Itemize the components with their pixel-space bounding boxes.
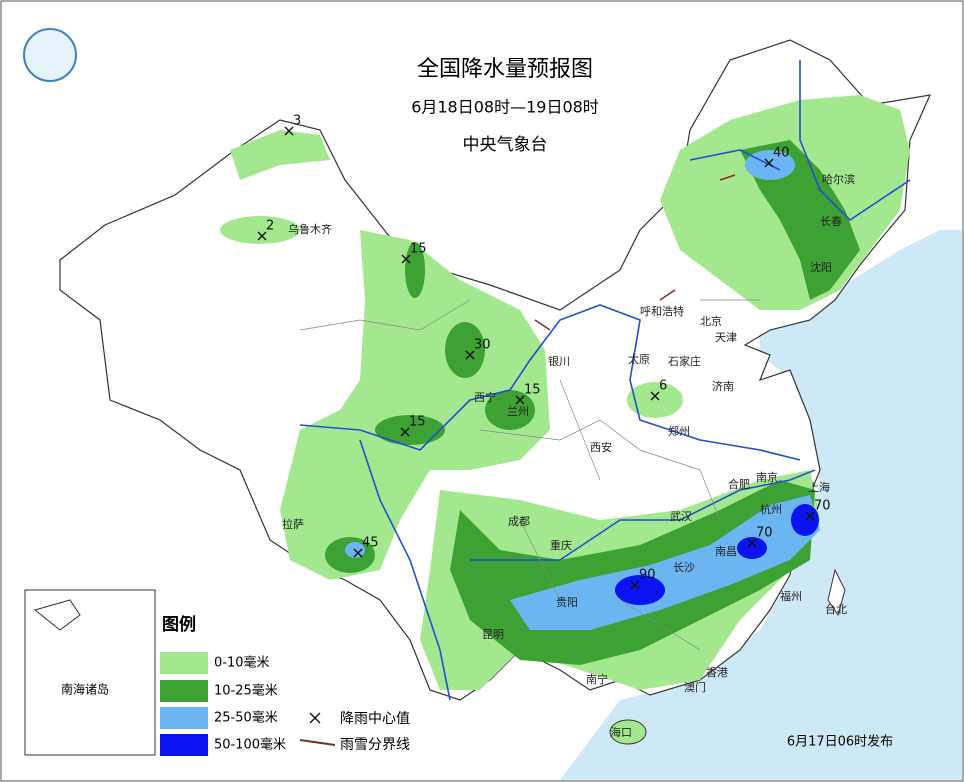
city-label: 成都 — [508, 515, 530, 528]
city-label: 上海 — [808, 480, 830, 494]
city-label: 澳门 — [684, 680, 706, 694]
city-label: 海口 — [610, 725, 632, 739]
rain-center-marker — [650, 391, 660, 401]
hainan — [609, 719, 647, 745]
issue-time: 6月17日06时发布 — [787, 734, 893, 750]
city-label: 哈尔滨 — [822, 172, 855, 186]
inset-label: 南海诸岛 — [61, 682, 109, 697]
logo — [23, 28, 77, 82]
rain-center-marker — [515, 395, 525, 405]
river — [359, 439, 816, 701]
rain-center-value: 90 — [639, 568, 656, 583]
city-label: 拉萨 — [282, 517, 304, 531]
city-label: 杭州 — [760, 502, 782, 516]
rain-center-value: 70 — [814, 499, 831, 514]
rain-center-marker — [764, 158, 774, 168]
city-label: 台北 — [825, 602, 847, 616]
legend-label: 0-10毫米 — [214, 655, 270, 671]
rain-center-marker — [257, 231, 267, 241]
river — [299, 304, 801, 461]
rain-center-value: 15 — [409, 415, 426, 430]
snow-line — [534, 174, 736, 331]
rain-center-marker — [284, 126, 294, 136]
legend-symbol — [309, 712, 321, 724]
city-label: 太原 — [628, 353, 650, 366]
taiwan — [827, 568, 846, 617]
snow-line-sample — [299, 739, 336, 746]
legend-label: 25-50毫米 — [214, 710, 278, 726]
issuer: 中央气象台 — [463, 135, 548, 155]
city-label: 重庆 — [550, 538, 572, 552]
legend-swatch — [160, 680, 208, 702]
rain-center-value: 70 — [756, 526, 773, 541]
city-label: 武汉 — [670, 510, 692, 523]
province-border — [299, 299, 760, 651]
rain-center-marker — [465, 350, 475, 360]
title: 全国降水量预报图 — [417, 57, 593, 82]
rain-center-marker — [747, 538, 757, 548]
legend-label: 降雨中心值 — [340, 711, 410, 727]
city-label: 贵阳 — [556, 596, 578, 609]
city-label: 乌鲁木齐 — [288, 222, 332, 236]
city-label: 银川 — [548, 354, 570, 368]
rain-center-value: 15 — [524, 383, 541, 398]
city-label: 长沙 — [673, 561, 695, 574]
city-label: 福州 — [780, 589, 802, 603]
rain-center-marker — [401, 254, 411, 264]
city-label: 香港 — [706, 666, 728, 679]
city-label: 济南 — [712, 379, 734, 393]
legend-label: 50-100毫米 — [214, 737, 286, 753]
sea — [560, 230, 962, 780]
inset-coast — [33, 599, 81, 631]
rain-center-value: 6 — [659, 379, 667, 394]
period: 6月18日08时—19日08时 — [411, 98, 599, 117]
city-label: 长春 — [820, 215, 842, 228]
city-label: 西宁 — [474, 390, 496, 404]
rain-center-value: 30 — [474, 338, 491, 353]
rain-center-value: 3 — [293, 114, 301, 129]
city-label: 呼和浩特 — [640, 304, 684, 318]
rain-center-value: 40 — [773, 146, 790, 161]
rain-center-marker — [805, 511, 815, 521]
city-label: 西安 — [590, 440, 612, 454]
city-label: 南京 — [756, 470, 778, 484]
city-label: 北京 — [700, 314, 722, 328]
city-label: 南宁 — [586, 672, 608, 686]
rain-center-marker — [400, 427, 410, 437]
city-label: 合肥 — [728, 477, 750, 491]
legend-swatch — [160, 734, 208, 756]
legend-title: 图例 — [162, 614, 196, 635]
city-label: 沈阳 — [810, 260, 832, 274]
rain-50-100 — [615, 504, 819, 605]
rain-center-value: 2 — [266, 219, 274, 234]
city-label: 兰州 — [507, 405, 529, 418]
rain-center-value: 15 — [410, 242, 427, 257]
legend-swatch — [160, 652, 208, 674]
city-label: 天津 — [715, 331, 737, 344]
city-label: 南昌 — [715, 545, 737, 558]
legend-label: 10-25毫米 — [214, 683, 278, 699]
legend-swatch — [160, 707, 208, 729]
legend-label: 雨雪分界线 — [340, 737, 410, 753]
rain-center-value: 45 — [362, 536, 379, 551]
city-label: 郑州 — [668, 424, 690, 438]
river — [689, 60, 911, 222]
city-label: 昆明 — [482, 628, 504, 641]
city-label: 石家庄 — [668, 354, 701, 368]
rain-center-marker — [630, 580, 640, 590]
rain-center-marker — [353, 548, 363, 558]
